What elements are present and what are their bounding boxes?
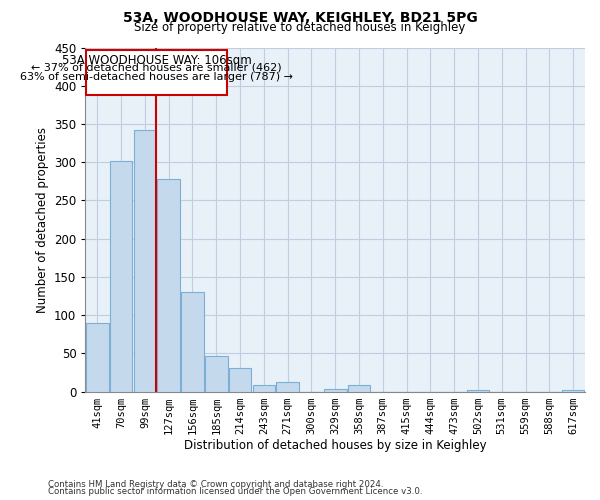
Text: 53A WOODHOUSE WAY: 106sqm: 53A WOODHOUSE WAY: 106sqm <box>62 54 251 66</box>
Bar <box>181 292 204 392</box>
Y-axis label: Number of detached properties: Number of detached properties <box>35 126 49 312</box>
FancyBboxPatch shape <box>86 50 227 95</box>
Bar <box>157 179 180 392</box>
Bar <box>229 368 251 392</box>
Text: 53A, WOODHOUSE WAY, KEIGHLEY, BD21 5PG: 53A, WOODHOUSE WAY, KEIGHLEY, BD21 5PG <box>122 11 478 25</box>
Bar <box>253 384 275 392</box>
Bar <box>86 323 109 392</box>
Bar <box>205 356 227 392</box>
Text: Size of property relative to detached houses in Keighley: Size of property relative to detached ho… <box>134 21 466 34</box>
Bar <box>110 160 133 392</box>
Text: ← 37% of detached houses are smaller (462): ← 37% of detached houses are smaller (46… <box>31 63 282 73</box>
Bar <box>324 390 347 392</box>
Text: Contains HM Land Registry data © Crown copyright and database right 2024.: Contains HM Land Registry data © Crown c… <box>48 480 383 489</box>
Text: 63% of semi-detached houses are larger (787) →: 63% of semi-detached houses are larger (… <box>20 72 293 82</box>
Bar <box>277 382 299 392</box>
Bar <box>347 384 370 392</box>
Bar <box>134 130 156 392</box>
X-axis label: Distribution of detached houses by size in Keighley: Distribution of detached houses by size … <box>184 440 487 452</box>
Text: Contains public sector information licensed under the Open Government Licence v3: Contains public sector information licen… <box>48 487 422 496</box>
Bar <box>467 390 489 392</box>
Bar <box>562 390 584 392</box>
